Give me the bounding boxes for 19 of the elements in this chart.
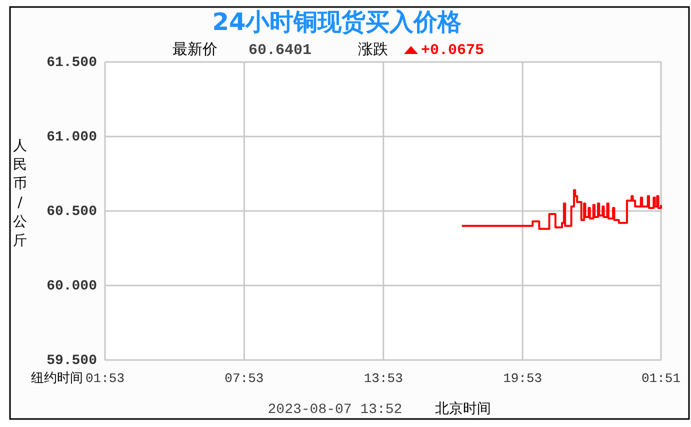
text: 北京时间 xyxy=(435,401,491,417)
y-tick-label: 61.500 xyxy=(46,55,97,71)
x-tick-label: 19:53 xyxy=(503,371,542,386)
x-tick-label: 01:51 xyxy=(641,371,681,386)
text: +0.0675 xyxy=(421,42,484,59)
y-axis-title: 人民币/公斤 xyxy=(13,138,27,249)
x-tick-label: 13:53 xyxy=(364,371,403,386)
text: 60.6401 xyxy=(248,42,312,59)
x-tick-label: 01:53 xyxy=(85,371,125,386)
text: 2023-08-07 13:52 xyxy=(268,402,402,418)
y-tick-label: 60.000 xyxy=(46,278,97,294)
chart-title: 24小时铜现货买入价格 xyxy=(212,8,463,36)
x-tick-label: 07:53 xyxy=(224,371,264,386)
x-axis-title: 纽约时间 xyxy=(31,371,83,386)
y-tick-label: 59.500 xyxy=(46,353,97,369)
y-tick-label: 60.500 xyxy=(46,204,97,220)
text: 最新价 xyxy=(172,40,218,58)
y-tick-label: 61.000 xyxy=(46,130,97,146)
text: 涨跌 xyxy=(358,40,388,58)
